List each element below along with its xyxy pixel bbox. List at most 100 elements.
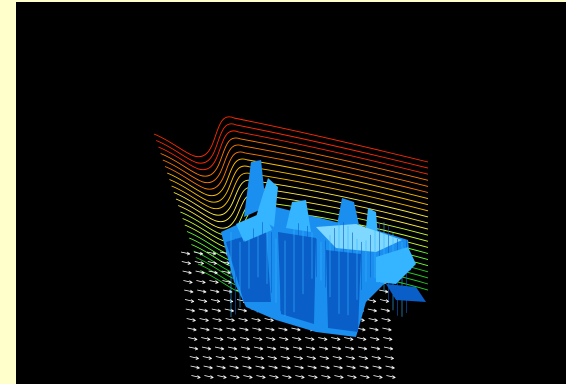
contour-line — [162, 144, 429, 187]
vector-arrow — [182, 270, 192, 275]
vector-arrow — [366, 299, 377, 303]
vector-arrow — [308, 375, 318, 379]
vector-arrow — [292, 346, 303, 351]
vector-arrow — [320, 365, 330, 370]
vector-arrow — [221, 270, 231, 275]
vector-arrow — [201, 337, 211, 341]
contour-line — [160, 137, 429, 181]
vector-arrow — [347, 375, 357, 379]
vector-arrow — [185, 308, 195, 313]
surface-tail — [376, 247, 416, 284]
vector-arrow — [370, 346, 381, 351]
vector-arrow — [215, 356, 225, 360]
vector-arrow — [357, 337, 367, 341]
vector-arrow — [194, 261, 204, 265]
vector-arrow — [226, 327, 236, 332]
vector-arrow — [264, 318, 274, 322]
surface-shade — [278, 232, 316, 324]
vector-arrow — [180, 251, 191, 256]
vector-arrow — [321, 375, 331, 379]
vector-arrow — [344, 337, 354, 341]
vector-arrow — [358, 356, 368, 360]
surface-highlight — [236, 212, 272, 242]
vector-arrow — [318, 337, 328, 341]
vector-arrow — [239, 327, 249, 332]
vector-arrow — [279, 337, 289, 341]
vector-arrow — [369, 327, 379, 332]
vector-arrow — [186, 318, 196, 322]
vector-arrow — [201, 346, 212, 351]
vector-arrow — [214, 337, 224, 341]
vector-arrow — [253, 346, 264, 351]
vector-arrow — [331, 346, 342, 351]
vector-arrow — [345, 356, 355, 360]
vector-arrow — [241, 356, 251, 360]
vector-arrow — [230, 375, 240, 379]
vector-arrow — [229, 365, 239, 370]
vector-arrow — [256, 375, 266, 379]
vector-arrow — [252, 327, 262, 332]
vector-arrow — [294, 365, 304, 370]
render-viewport[interactable] — [16, 2, 566, 384]
vector-arrow — [187, 327, 197, 332]
vector-arrow — [332, 356, 342, 360]
vector-arrow — [190, 365, 200, 370]
vector-arrow — [224, 308, 234, 313]
vector-arrow — [266, 337, 276, 341]
vector-arrow — [198, 308, 208, 313]
3d-visualization-scene[interactable] — [16, 2, 566, 384]
vector-arrow — [282, 375, 292, 379]
vector-arrow — [228, 356, 238, 360]
vector-arrow — [371, 356, 381, 360]
vector-arrow — [367, 308, 377, 313]
vector-arrow — [373, 375, 383, 379]
vector-arrow — [227, 346, 238, 351]
vector-arrow — [240, 346, 251, 351]
vector-arrow — [195, 270, 205, 275]
vector-arrow — [281, 365, 291, 370]
vector-arrow — [372, 365, 382, 370]
vector-arrow — [382, 327, 392, 332]
contour-line — [153, 116, 429, 163]
vector-arrow — [196, 280, 206, 284]
vector-arrow — [237, 308, 247, 313]
vector-arrow — [368, 318, 378, 322]
vector-arrow — [207, 261, 217, 265]
vector-arrow — [193, 251, 204, 256]
vector-arrow — [255, 365, 265, 370]
vector-arrow — [197, 289, 207, 294]
vector-arrow — [267, 356, 277, 360]
vector-arrow — [305, 337, 315, 341]
vector-arrow — [191, 375, 201, 379]
contour-line — [169, 165, 429, 206]
vector-arrow — [346, 365, 356, 370]
vector-arrow — [208, 270, 218, 275]
vector-arrow — [306, 356, 316, 360]
vector-arrow — [370, 337, 380, 341]
contour-line — [167, 158, 429, 200]
vector-arrow — [318, 346, 329, 351]
vector-arrow — [381, 318, 391, 322]
vector-arrow — [202, 356, 212, 360]
vector-arrow — [307, 365, 317, 370]
vector-arrow — [269, 375, 279, 379]
vector-arrow — [210, 299, 221, 303]
surface-tail — [386, 284, 426, 302]
vector-arrow — [295, 375, 305, 379]
vector-arrow — [268, 365, 278, 370]
contour-line — [173, 179, 429, 218]
vector-arrow — [189, 356, 199, 360]
vector-arrow — [204, 375, 214, 379]
surface-spike — [286, 200, 311, 232]
vector-arrow — [265, 327, 275, 332]
vector-arrow — [197, 299, 208, 303]
vector-arrow — [383, 337, 393, 341]
contour-line — [156, 123, 429, 169]
vector-arrow — [280, 356, 290, 360]
vector-arrow — [184, 289, 194, 294]
vector-arrow — [334, 375, 344, 379]
vector-arrow — [293, 356, 303, 360]
vector-arrow — [279, 346, 290, 351]
vector-arrow — [331, 337, 341, 341]
vector-arrow — [383, 346, 394, 351]
